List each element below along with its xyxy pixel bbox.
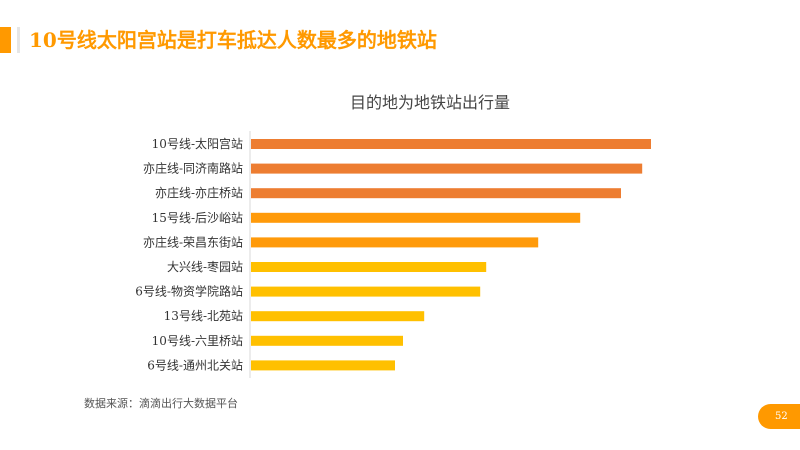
title-accent-bar: [0, 27, 11, 53]
bar: [251, 262, 487, 272]
bar: [251, 335, 403, 346]
category-label: 6号线-物资学院路站: [135, 284, 243, 299]
category-label: 15号线-后沙峪站: [152, 211, 243, 225]
category-label: 亦庄线-同济南路站: [143, 161, 243, 176]
bar: [251, 139, 651, 149]
bar: [251, 360, 395, 371]
chart-title: 目的地为地铁站出行量: [349, 93, 510, 112]
page-number: 52: [758, 404, 800, 429]
title-accent-line: [17, 27, 20, 53]
data-source: 数据来源：滴滴出行大数据平台: [84, 397, 238, 410]
bar: [251, 212, 581, 223]
category-label: 亦庄线-荣昌东街站: [143, 234, 243, 249]
bar: [251, 311, 425, 322]
bar: [251, 163, 643, 174]
category-label: 大兴线-枣园站: [167, 260, 243, 274]
category-label: 亦庄线-亦庄桥站: [155, 185, 243, 200]
bar: [251, 188, 621, 199]
category-label: 10号线-太阳宫站: [152, 136, 243, 151]
slide-title: 10号线太阳宫站是打车抵达人数最多的地铁站: [29, 28, 437, 52]
bar: [251, 286, 481, 297]
category-label: 10号线-六里桥站: [152, 334, 243, 348]
category-label: 13号线-北苑站: [164, 309, 243, 323]
bar: [251, 237, 539, 248]
category-label: 6号线-通州北关站: [147, 358, 243, 372]
